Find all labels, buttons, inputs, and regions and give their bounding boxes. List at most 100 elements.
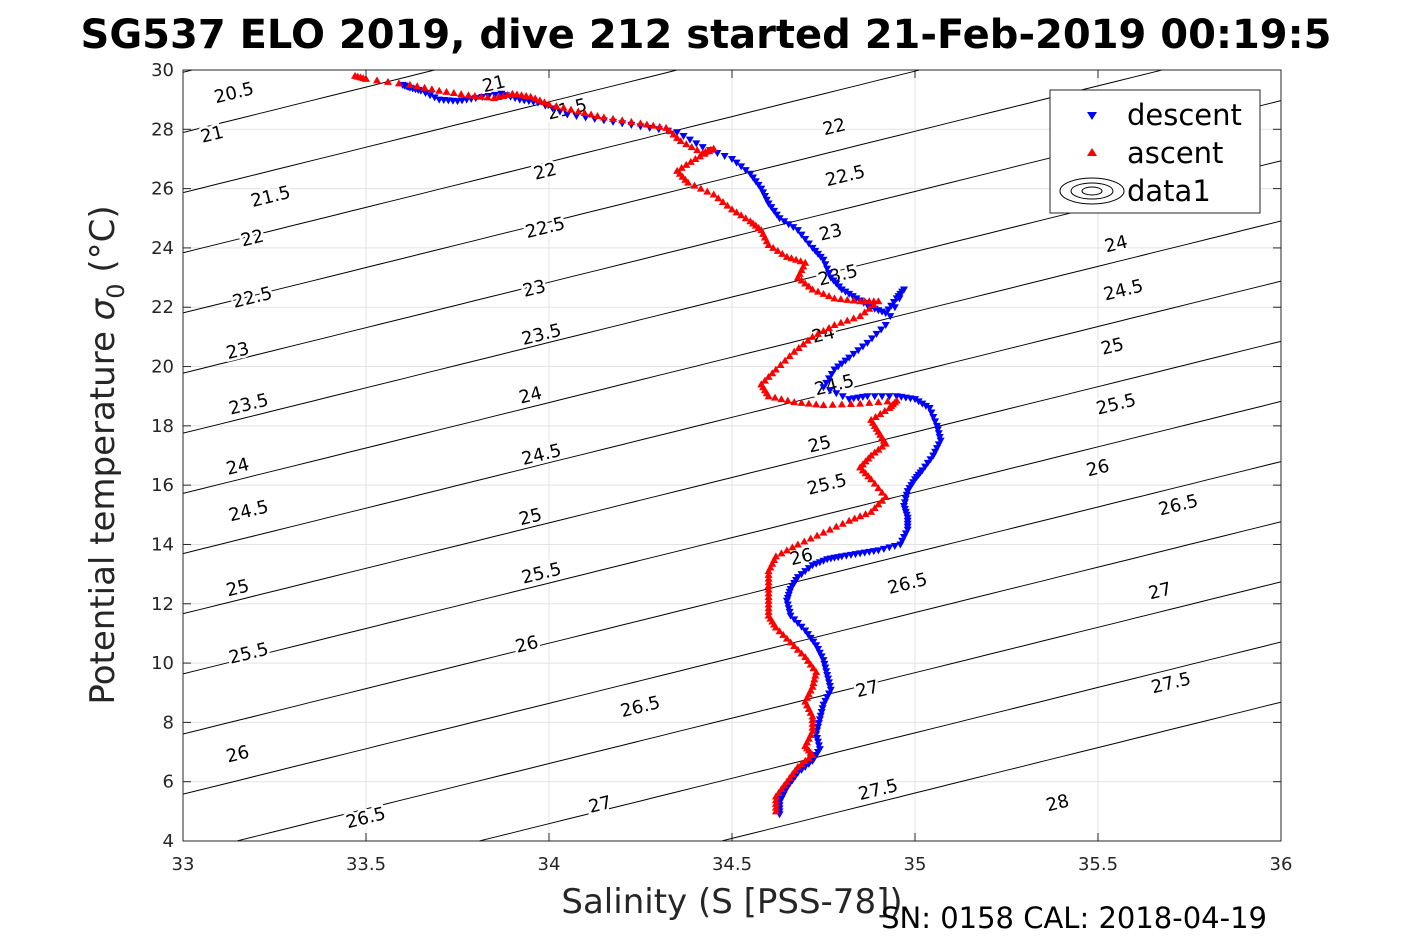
descent-point bbox=[921, 402, 930, 410]
ascent-point bbox=[552, 101, 561, 109]
ascent-point bbox=[405, 80, 414, 88]
ascent-point bbox=[813, 531, 822, 539]
ascent-point bbox=[420, 83, 429, 91]
ascent-point bbox=[796, 257, 805, 265]
ascent-point bbox=[856, 312, 865, 320]
ascent-point bbox=[669, 130, 678, 138]
ascent-point bbox=[870, 479, 879, 487]
descent-point bbox=[824, 675, 833, 683]
ascent-point bbox=[718, 197, 727, 205]
descent-point bbox=[421, 89, 430, 97]
isopycnal-line bbox=[234, 581, 1281, 841]
ascent-point bbox=[483, 93, 492, 101]
y-tick-label: 24 bbox=[151, 238, 174, 259]
descent-point bbox=[804, 240, 813, 248]
descent-point bbox=[863, 339, 872, 347]
descent-point bbox=[812, 642, 821, 650]
descent-point bbox=[728, 155, 736, 163]
ascent-point bbox=[764, 607, 773, 615]
descent-point bbox=[849, 350, 858, 358]
legend-ascent-marker bbox=[1087, 148, 1097, 156]
ascent-point bbox=[682, 140, 691, 148]
ascent-point bbox=[764, 585, 773, 593]
ascent-point bbox=[867, 475, 876, 483]
descent-point bbox=[935, 433, 944, 441]
descent-point bbox=[814, 742, 823, 750]
ascent-point bbox=[824, 323, 833, 331]
ascent-point bbox=[797, 649, 806, 657]
ascent-point bbox=[782, 252, 791, 260]
descent-point bbox=[929, 452, 938, 460]
ascent-point bbox=[790, 642, 799, 650]
ascent-point bbox=[819, 528, 828, 536]
ascent-point bbox=[779, 630, 788, 638]
ascent-point bbox=[800, 537, 809, 545]
ascent-point bbox=[714, 194, 723, 202]
descent-point bbox=[824, 375, 833, 383]
chart-title: SG537 ELO 2019, dive 212 started 21-Feb-… bbox=[81, 12, 1332, 58]
ascent-point bbox=[850, 514, 859, 522]
ascent-point bbox=[783, 396, 792, 404]
descent-point bbox=[819, 256, 828, 264]
descent-point bbox=[784, 605, 793, 613]
descent-point bbox=[754, 181, 763, 189]
descent-point bbox=[426, 92, 435, 100]
ascent-point bbox=[760, 376, 769, 384]
ascent-point bbox=[808, 712, 817, 720]
descent-point bbox=[770, 207, 779, 215]
descent-point bbox=[890, 304, 899, 312]
descent-point bbox=[900, 499, 909, 507]
ascent-point bbox=[806, 534, 815, 542]
ascent-point bbox=[782, 546, 791, 554]
ascent-point bbox=[801, 279, 810, 287]
ascent-point bbox=[787, 254, 796, 262]
descent-point bbox=[732, 159, 741, 167]
descent-point bbox=[914, 398, 923, 406]
ascent-point bbox=[695, 152, 704, 160]
ascent-point bbox=[764, 596, 773, 604]
ascent-point bbox=[372, 76, 381, 84]
descent-point bbox=[814, 738, 823, 746]
ascent-point bbox=[655, 122, 664, 130]
descent-point bbox=[878, 393, 887, 401]
ascent-point bbox=[687, 143, 696, 151]
descent-point bbox=[780, 218, 789, 226]
descent-point bbox=[903, 526, 912, 534]
ascent-point bbox=[793, 273, 802, 281]
descent-point bbox=[911, 396, 919, 404]
legend-data1-label: data1 bbox=[1127, 174, 1211, 208]
descent-point bbox=[832, 390, 841, 398]
ascent-point bbox=[808, 716, 817, 724]
isopycnal-line bbox=[183, 280, 1281, 555]
ascent-point bbox=[618, 116, 627, 124]
ascent-point bbox=[880, 407, 889, 415]
descent-point bbox=[813, 734, 822, 742]
ascent-point bbox=[797, 759, 806, 767]
descent-point bbox=[803, 631, 812, 639]
descent-point bbox=[932, 445, 941, 453]
ascent-point bbox=[869, 301, 878, 309]
legend-ascent-label: ascent bbox=[1127, 136, 1223, 170]
ascent-point bbox=[700, 149, 709, 157]
x-tick-label: 34 bbox=[538, 854, 561, 875]
ascent-point bbox=[665, 127, 674, 135]
descent-point bbox=[749, 174, 758, 182]
ascent-point bbox=[587, 110, 596, 118]
ascent-point bbox=[709, 190, 718, 198]
ascent-point bbox=[824, 292, 833, 300]
isopycnal-line bbox=[183, 70, 922, 254]
descent-point bbox=[929, 413, 938, 421]
ascent-point bbox=[861, 510, 870, 518]
descent-point bbox=[823, 265, 832, 273]
ascent-series bbox=[351, 71, 901, 815]
descent-point bbox=[903, 488, 912, 496]
ascent-point bbox=[874, 297, 883, 305]
y-tick-label: 16 bbox=[151, 475, 174, 496]
descent-point bbox=[821, 697, 830, 705]
descent-point bbox=[767, 204, 776, 212]
descent-point bbox=[901, 530, 910, 538]
ascent-point bbox=[808, 751, 817, 759]
ascent-point bbox=[808, 285, 817, 293]
descent-point bbox=[825, 683, 834, 691]
descent-point bbox=[824, 690, 833, 698]
